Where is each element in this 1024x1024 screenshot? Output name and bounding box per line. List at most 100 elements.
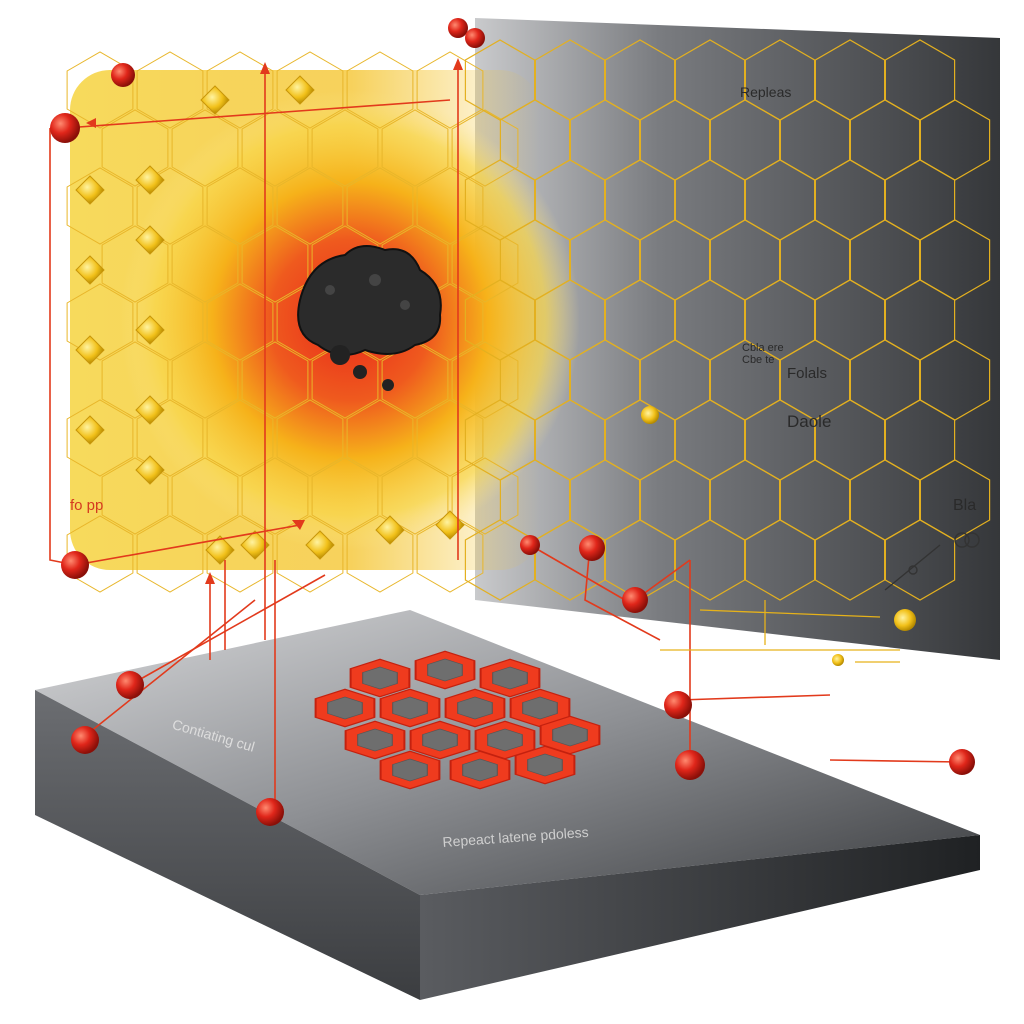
hex-cell [451, 109, 519, 187]
red-hex-inner [487, 728, 523, 752]
red-hex-inner [527, 753, 563, 777]
hex-cell [206, 167, 274, 245]
base-slab-left [35, 690, 420, 1000]
hex-cell [744, 519, 816, 601]
sphere-node-icon [50, 18, 975, 826]
hex-cell [136, 51, 204, 129]
yellow-nodes [75, 75, 465, 565]
molecule-icon [884, 532, 980, 591]
hex-cell [346, 51, 414, 129]
hex-cell [171, 225, 239, 303]
hex-cell [136, 515, 204, 593]
hex-cell [276, 51, 344, 129]
hex-cell [241, 225, 309, 303]
hex-cell [171, 109, 239, 187]
red-hex-inner [462, 758, 498, 782]
yellow-gem-node [135, 395, 165, 425]
base-slab-front [420, 835, 980, 1000]
yellow-leader-lines [660, 600, 900, 663]
hex-cell [311, 457, 379, 535]
yellow-gem-node [285, 75, 315, 105]
hex-cell [171, 341, 239, 419]
hex-cell [346, 399, 414, 477]
red-hex-tile [349, 658, 411, 698]
yellow-gem-node [135, 165, 165, 195]
hex-cell [66, 167, 134, 245]
red-sphere-node [664, 691, 692, 719]
red-sphere-node [520, 535, 540, 555]
red-sphere-node [448, 18, 468, 38]
red-sphere-node [111, 63, 135, 87]
yellow-gem-node [375, 515, 405, 545]
hex-cell [206, 51, 274, 129]
label-daole: Daole [787, 412, 832, 431]
hex-cell [346, 167, 414, 245]
hex-cell [206, 399, 274, 477]
red-hex-inner [427, 658, 463, 682]
red-sphere-node [71, 726, 99, 754]
rock-particle-icon [297, 245, 442, 391]
hex-cell [451, 457, 519, 535]
red-hex-tile [379, 688, 441, 728]
red-hex-tile [379, 750, 441, 790]
red-hexagon-cluster [314, 650, 601, 790]
hex-cell [416, 167, 484, 245]
red-sphere-node [50, 113, 80, 143]
hex-cell [136, 167, 204, 245]
yellow-gem-node [205, 535, 235, 565]
red-hex-tile [539, 715, 601, 755]
hex-cell [171, 457, 239, 535]
red-hex-inner [392, 758, 428, 782]
hex-cell [66, 283, 134, 361]
hex-cell [276, 399, 344, 477]
yellow-gem-node [75, 175, 105, 205]
red-sphere-node [256, 798, 284, 826]
label-repleas: Repleas [740, 84, 792, 100]
yellow-node-mid [641, 406, 659, 424]
hex-cell [66, 515, 134, 593]
hex-cell [416, 515, 484, 593]
arrow-icon [86, 58, 463, 584]
red-sphere-node [116, 671, 144, 699]
red-sphere-node [675, 750, 705, 780]
red-hex-inner [327, 696, 363, 720]
hex-cell [276, 515, 344, 593]
hex-cell [381, 457, 449, 535]
red-hex-inner [357, 728, 393, 752]
yellow-node-right [894, 609, 916, 631]
red-hex-tile [449, 750, 511, 790]
red-hex-tile [444, 688, 506, 728]
red-sphere-node [949, 749, 975, 775]
red-sphere-node [622, 587, 648, 613]
red-hex-tile [344, 720, 406, 760]
hex-cell [241, 341, 309, 419]
honeycomb-lattice-left [66, 51, 519, 593]
red-hex-inner [362, 666, 398, 690]
hex-cell [241, 109, 309, 187]
hex-cell [311, 341, 379, 419]
red-sphere-node [579, 535, 605, 561]
label-bla: Bla [953, 497, 977, 514]
hex-cell [416, 51, 484, 129]
red-sphere-node [465, 28, 485, 48]
yellow-node-small [832, 654, 844, 666]
red-hex-inner [552, 723, 588, 747]
hex-cell [66, 399, 134, 477]
hex-cell [101, 457, 169, 535]
hex-cell [241, 457, 309, 535]
hex-cell [674, 519, 746, 601]
yellow-gem-node [200, 85, 230, 115]
hex-cell [346, 515, 414, 593]
label-folals: Folals [787, 365, 828, 382]
red-hex-tile [509, 688, 571, 728]
yellow-gem-node [435, 510, 465, 540]
red-hex-tile [314, 688, 376, 728]
label-fo-pp: fo pp [70, 497, 104, 514]
hex-cell [101, 109, 169, 187]
yellow-gem-node [135, 225, 165, 255]
hex-cell [136, 283, 204, 361]
red-hex-inner [522, 696, 558, 720]
label-cbla: Cbla ere Cbe te [742, 342, 784, 366]
